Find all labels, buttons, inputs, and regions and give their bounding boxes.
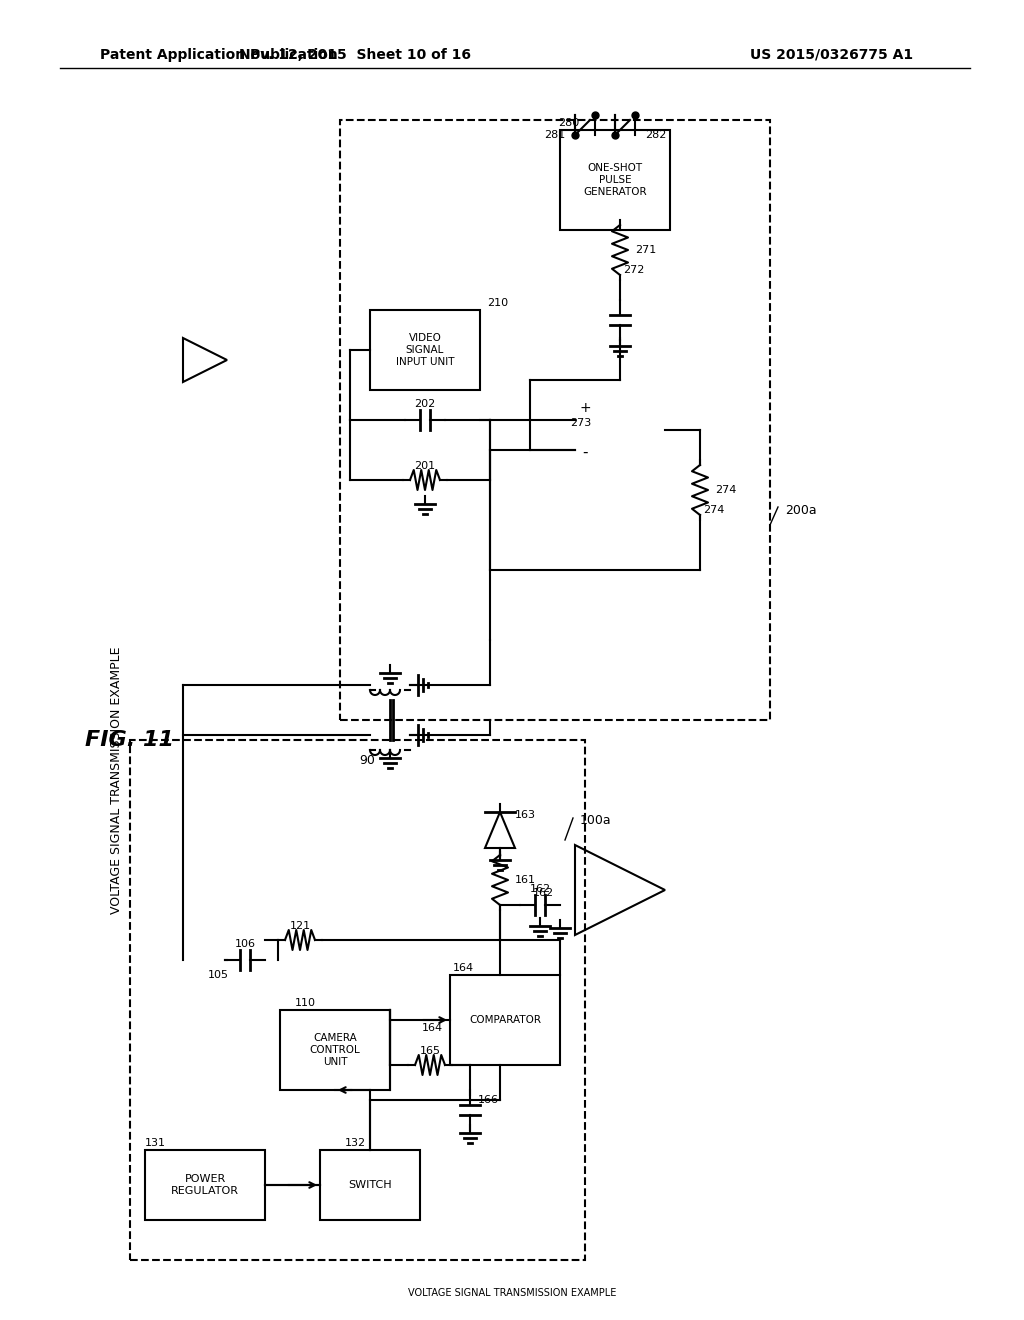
Text: 200a: 200a — [785, 503, 816, 516]
Text: Patent Application Publication: Patent Application Publication — [100, 48, 338, 62]
Text: 90: 90 — [359, 754, 375, 767]
Text: 132: 132 — [345, 1138, 367, 1148]
Text: 106: 106 — [234, 939, 256, 949]
Text: 165: 165 — [420, 1045, 440, 1056]
Bar — [560, 129, 670, 230]
Text: 272: 272 — [623, 265, 644, 275]
Text: 210: 210 — [487, 298, 508, 308]
Text: 166: 166 — [478, 1096, 499, 1105]
Bar — [319, 1150, 420, 1220]
Bar — [130, 741, 585, 1261]
Text: 162: 162 — [529, 884, 551, 894]
Text: 201: 201 — [415, 461, 435, 471]
Text: CAMERA
CONTROL
UNIT: CAMERA CONTROL UNIT — [309, 1034, 360, 1067]
Text: SWITCH: SWITCH — [348, 1180, 392, 1191]
Text: 202: 202 — [415, 399, 435, 409]
Bar — [450, 975, 560, 1065]
Text: 110: 110 — [295, 998, 316, 1008]
Text: 105: 105 — [208, 970, 229, 979]
Text: 274: 274 — [703, 506, 724, 515]
Text: 164: 164 — [453, 964, 474, 973]
Text: 100a: 100a — [580, 813, 611, 826]
Text: 121: 121 — [290, 921, 310, 931]
Text: VIDEO
SIGNAL
INPUT UNIT: VIDEO SIGNAL INPUT UNIT — [395, 334, 455, 367]
Text: ONE-SHOT
PULSE
GENERATOR: ONE-SHOT PULSE GENERATOR — [584, 164, 647, 197]
Bar — [370, 310, 480, 389]
Text: 162: 162 — [532, 888, 554, 898]
Text: 161: 161 — [515, 875, 536, 884]
Text: 280: 280 — [558, 117, 580, 128]
Text: COMPARATOR: COMPARATOR — [469, 1015, 541, 1026]
Text: 131: 131 — [145, 1138, 166, 1148]
Text: FIG. 11: FIG. 11 — [85, 730, 174, 750]
Text: POWER
REGULATOR: POWER REGULATOR — [171, 1175, 239, 1196]
Text: 271: 271 — [635, 246, 656, 255]
Text: US 2015/0326775 A1: US 2015/0326775 A1 — [750, 48, 913, 62]
Bar — [340, 120, 770, 719]
Text: -: - — [583, 445, 588, 459]
Bar — [280, 1010, 390, 1090]
Text: VOLTAGE SIGNAL TRANSMISSION EXAMPLE: VOLTAGE SIGNAL TRANSMISSION EXAMPLE — [110, 647, 123, 913]
Text: +: + — [580, 401, 591, 414]
Bar — [145, 1150, 265, 1220]
Text: 164: 164 — [422, 1023, 443, 1034]
Text: 282: 282 — [645, 129, 667, 140]
Text: 274: 274 — [715, 484, 736, 495]
Text: 273: 273 — [570, 418, 591, 428]
Text: 281: 281 — [544, 129, 565, 140]
Text: 163: 163 — [515, 810, 536, 820]
Text: VOLTAGE SIGNAL TRANSMISSION EXAMPLE: VOLTAGE SIGNAL TRANSMISSION EXAMPLE — [408, 1288, 616, 1298]
Text: Nov. 12, 2015  Sheet 10 of 16: Nov. 12, 2015 Sheet 10 of 16 — [239, 48, 471, 62]
